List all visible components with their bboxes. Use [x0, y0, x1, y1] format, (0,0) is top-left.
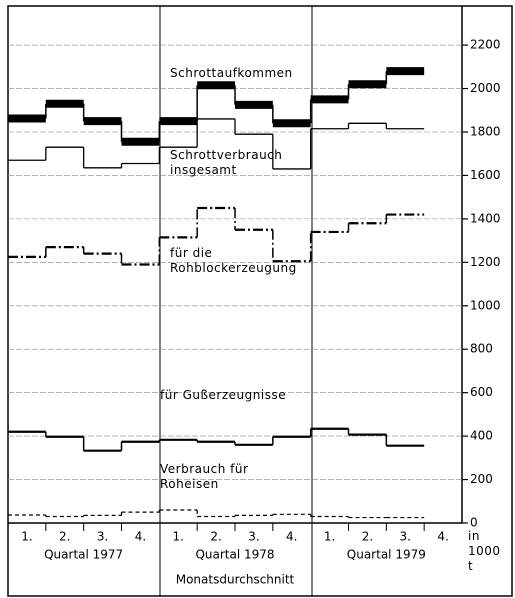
- y-tick-label: 400: [470, 429, 493, 443]
- year-label: Quartal 1979: [347, 548, 426, 562]
- x-tick-label: 2.: [210, 530, 221, 544]
- y-tick-label: 800: [470, 342, 493, 356]
- x-tick-label: 3.: [400, 530, 411, 544]
- series-label: für die Rohblockerzeugung: [170, 246, 297, 275]
- y-tick-label: 1800: [470, 124, 501, 138]
- y-tick-label: 0: [470, 516, 478, 530]
- series-label: Schrottaufkommen: [170, 66, 293, 80]
- x-tick-label: 3.: [248, 530, 259, 544]
- year-label: Quartal 1978: [195, 548, 274, 562]
- x-tick-label: 1.: [324, 530, 335, 544]
- series-label: für Gußerzeugnisse: [160, 388, 287, 402]
- y-tick-label: 1200: [470, 255, 501, 269]
- x-tick-label: 1.: [21, 530, 32, 544]
- x-tick-label: 2.: [59, 530, 70, 544]
- y-tick-label: 2000: [470, 81, 501, 95]
- x-tick-label: 1.: [173, 530, 184, 544]
- y-tick-label: 1000: [470, 298, 501, 312]
- x-axis-label: Monatsdurchschnitt: [176, 573, 295, 587]
- series-label: Schrottverbrauch insgesamt: [170, 148, 283, 177]
- x-tick-label: 2.: [362, 530, 373, 544]
- frame: [7, 5, 513, 597]
- x-tick-label: 3.: [97, 530, 108, 544]
- series-label: Verbrauch für Roheisen: [160, 462, 249, 491]
- unit-label: in 1000 t: [468, 529, 501, 573]
- y-tick-label: 2200: [470, 38, 501, 52]
- x-tick-label: 4.: [286, 530, 297, 544]
- y-tick-label: 1600: [470, 168, 501, 182]
- y-tick-label: 1400: [470, 211, 501, 225]
- y-tick-label: 200: [470, 472, 493, 486]
- x-tick-label: 4.: [437, 530, 448, 544]
- year-label: Quartal 1977: [44, 548, 123, 562]
- x-tick-label: 4.: [135, 530, 146, 544]
- y-tick-label: 600: [470, 385, 493, 399]
